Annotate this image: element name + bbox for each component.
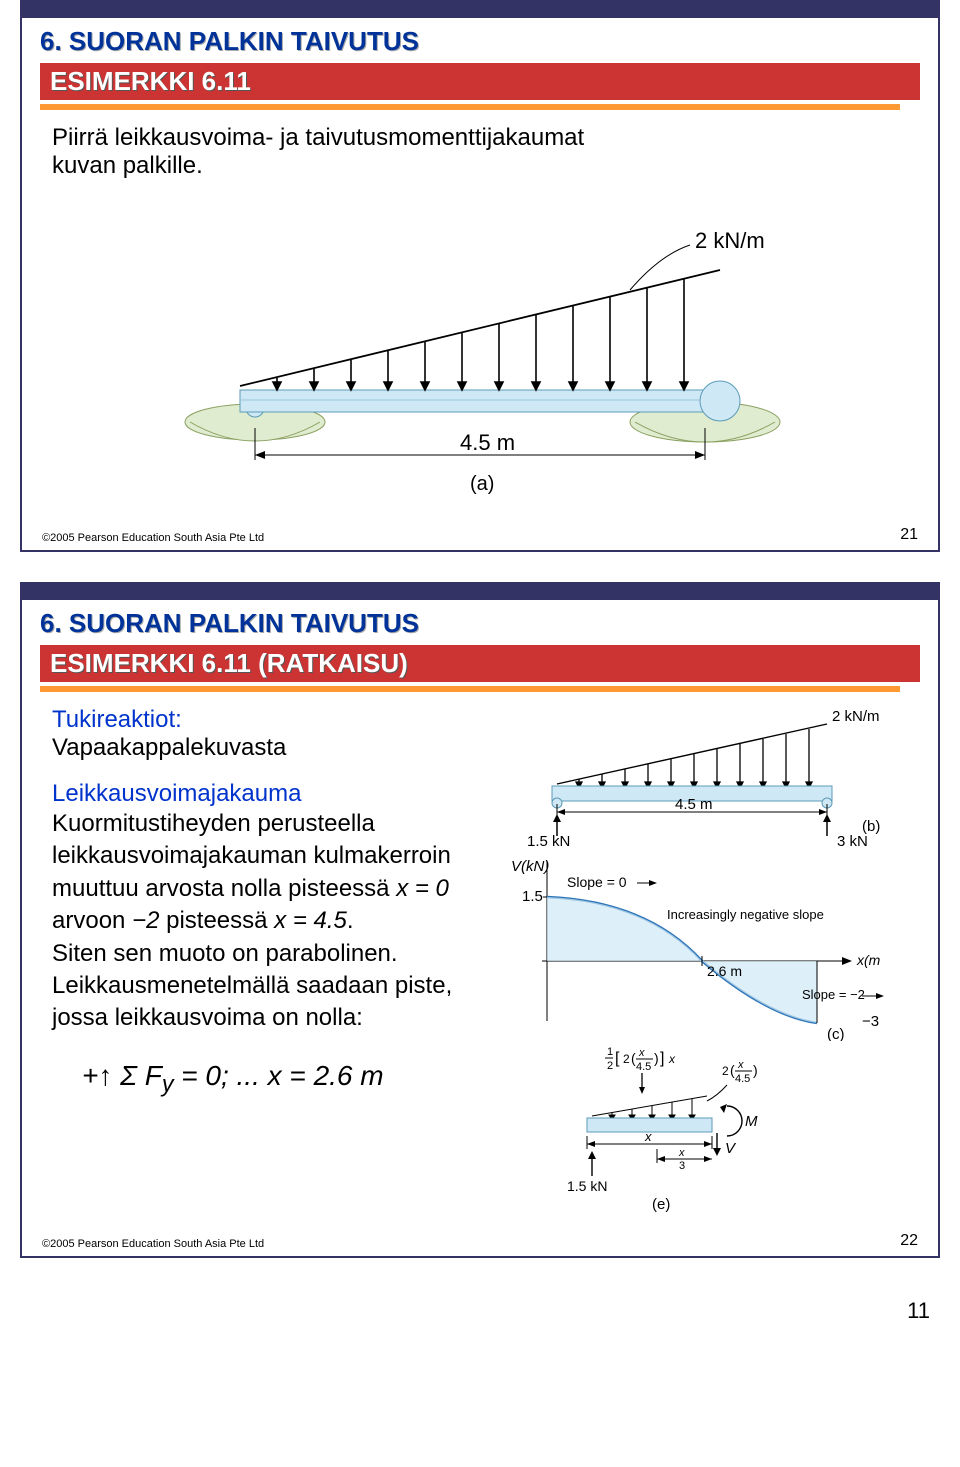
- tukireaktiot-label: Tukireaktiot:: [52, 706, 496, 734]
- equilibrium-formula: +↑ Σ Fy = 0; ... x = 2.6 m: [82, 1060, 496, 1098]
- figure-column: 2 kN/m: [506, 706, 908, 1216]
- svg-text:[: [: [615, 1050, 620, 1067]
- chapter-title: 6. SUORAN PALKIN TAIVUTUS: [40, 608, 920, 639]
- load-label: 2 kN/m: [695, 228, 765, 253]
- svg-text:Increasingly negative slope: Increasingly negative slope: [667, 907, 824, 922]
- slide-2: 6. SUORAN PALKIN TAIVUTUS ESIMERKKI 6.11…: [20, 582, 940, 1258]
- slide-footer: ©2005 Pearson Education South Asia Pte L…: [22, 520, 938, 550]
- svg-text:3 kN: 3 kN: [837, 833, 868, 850]
- svg-text:2: 2: [722, 1064, 729, 1078]
- svg-text:2 kN/m: 2 kN/m: [832, 708, 880, 725]
- svg-text:2.6 m: 2.6 m: [707, 963, 742, 979]
- svg-text:4.5: 4.5: [735, 1073, 750, 1085]
- figure-b-svg: 2 kN/m: [517, 706, 897, 851]
- slide-body: Tukireaktiot: Vapaakappalekuvasta Leikka…: [22, 706, 938, 1226]
- page-number: 21: [900, 526, 918, 544]
- svg-text:−3: −3: [862, 1013, 879, 1030]
- vapaakappale-label: Vapaakappalekuvasta: [52, 734, 496, 762]
- outer-page-number: 11: [0, 1288, 960, 1344]
- chapter-title: 6. SUORAN PALKIN TAIVUTUS: [40, 26, 920, 57]
- prompt-line-2: kuvan palkille.: [52, 152, 908, 180]
- svg-text:x: x: [678, 1147, 685, 1159]
- slide-header: 6. SUORAN PALKIN TAIVUTUS ESIMERKKI 6.11…: [22, 600, 938, 706]
- svg-text:2: 2: [623, 1052, 630, 1066]
- figure-a: 2 kN/m: [52, 200, 908, 500]
- svg-text:V: V: [725, 1140, 737, 1157]
- slide-body: Piirrä leikkausvoima- ja taivutusmomentt…: [22, 124, 938, 520]
- svg-text:x(m: x(m: [856, 952, 881, 968]
- svg-text:(b): (b): [862, 818, 880, 835]
- svg-text:4.5: 4.5: [636, 1061, 651, 1073]
- subfig-label-a: (a): [470, 473, 494, 495]
- svg-text:1: 1: [607, 1046, 613, 1058]
- svg-text:): ): [654, 1050, 659, 1066]
- example-bar-accent: [40, 104, 900, 110]
- example-bar-accent: [40, 686, 900, 692]
- slide-1: 6. SUORAN PALKIN TAIVUTUS ESIMERKKI 6.11…: [20, 0, 940, 552]
- span-label: 4.5 m: [460, 430, 515, 455]
- svg-text:1.5 kN: 1.5 kN: [567, 1178, 607, 1194]
- text-column: Tukireaktiot: Vapaakappalekuvasta Leikka…: [52, 706, 496, 1112]
- svg-text:M: M: [745, 1113, 758, 1130]
- slide-footer: ©2005 Pearson Education South Asia Pte L…: [22, 1226, 938, 1256]
- svg-text:(e): (e): [652, 1196, 670, 1213]
- slide-header: 6. SUORAN PALKIN TAIVUTUS ESIMERKKI 6.11: [22, 18, 938, 124]
- figure-c-svg: V(kN) 1.5 Slope = 0: [507, 851, 907, 1041]
- svg-text:4.5 m: 4.5 m: [675, 796, 713, 813]
- svg-text:x: x: [737, 1059, 744, 1071]
- page-number: 22: [900, 1232, 918, 1250]
- svg-text:]: ]: [660, 1050, 664, 1067]
- svg-text:1.5 kN: 1.5 kN: [527, 833, 570, 850]
- svg-text:x: x: [668, 1052, 676, 1066]
- svg-text:): ): [753, 1062, 758, 1078]
- svg-text:x: x: [638, 1047, 645, 1059]
- figure-a-svg: 2 kN/m: [160, 200, 800, 500]
- leikkausvoima-label: Leikkausvoimajakauma: [52, 780, 496, 808]
- prompt-line-1: Piirrä leikkausvoima- ja taivutusmomentt…: [52, 124, 908, 152]
- svg-text:2: 2: [607, 1060, 613, 1072]
- example-bar: ESIMERKKI 6.11: [40, 63, 920, 100]
- body-para: Kuormitustiheyden perusteella leikkausvo…: [52, 808, 496, 1035]
- figure-e-svg: 1 2 [ 2 ( x 4.5 ) ] x 2: [557, 1041, 857, 1216]
- svg-text:Slope = −2: Slope = −2: [802, 987, 865, 1002]
- svg-text:3: 3: [679, 1160, 685, 1172]
- svg-text:(c): (c): [827, 1026, 845, 1041]
- svg-text:V(kN): V(kN): [511, 858, 549, 875]
- copyright: ©2005 Pearson Education South Asia Pte L…: [42, 1238, 264, 1250]
- svg-text:x: x: [644, 1129, 652, 1144]
- copyright: ©2005 Pearson Education South Asia Pte L…: [42, 532, 264, 544]
- svg-text:Slope = 0: Slope = 0: [567, 874, 627, 890]
- svg-text:1.5: 1.5: [522, 888, 543, 905]
- load-arrows: [273, 279, 688, 390]
- example-bar: ESIMERKKI 6.11 (RATKAISU): [40, 645, 920, 682]
